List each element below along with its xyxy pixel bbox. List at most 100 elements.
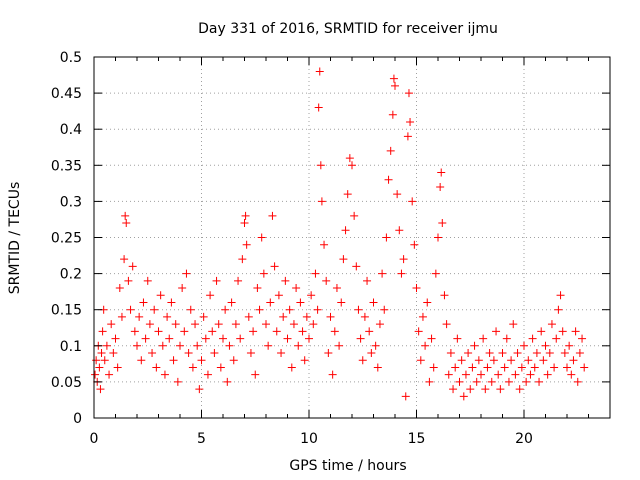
- data-point: [569, 356, 578, 365]
- y-tick-label: 0.45: [51, 86, 82, 102]
- data-point: [305, 334, 313, 343]
- x-tick-label: 0: [90, 431, 99, 447]
- data-point: [285, 305, 294, 314]
- data-point: [389, 74, 398, 83]
- data-point: [135, 312, 144, 321]
- data-point: [98, 327, 107, 336]
- data-point: [316, 161, 325, 170]
- y-tick-label: 0.5: [60, 50, 82, 66]
- data-point: [515, 385, 524, 394]
- data-point: [283, 334, 292, 343]
- data-point: [339, 255, 348, 264]
- data-point: [384, 175, 393, 184]
- data-point: [393, 190, 402, 199]
- data-point: [212, 276, 221, 285]
- data-point: [152, 363, 161, 372]
- data-point: [481, 385, 490, 394]
- data-point: [395, 226, 404, 235]
- data-point: [401, 392, 410, 401]
- data-point: [367, 349, 376, 358]
- data-point: [507, 356, 516, 365]
- data-point: [231, 320, 240, 329]
- data-point: [337, 298, 346, 307]
- data-point: [128, 262, 137, 271]
- y-tick-label: 0.3: [60, 194, 82, 210]
- data-point: [182, 269, 191, 278]
- data-point: [296, 298, 305, 307]
- data-point: [277, 349, 286, 358]
- data-point: [352, 262, 361, 271]
- data-point: [477, 370, 485, 379]
- data-point: [171, 320, 180, 329]
- x-tick-label: 5: [197, 431, 206, 447]
- data-point: [406, 117, 415, 126]
- data-point: [289, 320, 298, 329]
- data-point: [268, 211, 277, 220]
- data-point: [341, 226, 350, 235]
- data-point: [539, 356, 548, 365]
- data-point: [210, 349, 219, 358]
- data-point: [429, 363, 438, 372]
- data-point: [354, 305, 363, 314]
- data-point: [300, 356, 309, 365]
- data-point: [449, 385, 458, 394]
- data-point: [489, 356, 498, 365]
- data-point: [121, 211, 130, 220]
- data-point: [117, 312, 126, 321]
- data-point: [554, 305, 563, 314]
- data-point: [397, 269, 406, 278]
- data-point: [528, 334, 537, 343]
- data-point: [100, 356, 109, 365]
- data-point: [180, 327, 189, 336]
- data-point: [219, 334, 227, 343]
- data-point: [193, 341, 202, 350]
- data-point: [571, 327, 580, 336]
- data-point: [470, 341, 479, 350]
- data-point: [242, 240, 251, 249]
- y-axis-label: SRMTID / TECUs: [7, 182, 23, 295]
- data-point: [328, 370, 337, 379]
- data-point: [479, 334, 488, 343]
- x-tick-label: 10: [300, 431, 318, 447]
- data-point: [130, 327, 139, 336]
- data-point: [203, 370, 212, 379]
- data-point: [191, 320, 200, 329]
- data-point: [122, 219, 131, 228]
- data-point: [156, 291, 165, 300]
- data-point: [434, 233, 442, 242]
- data-point: [436, 182, 445, 191]
- data-point: [532, 349, 541, 358]
- data-point: [188, 363, 197, 372]
- data-point: [314, 103, 323, 112]
- data-point: [102, 341, 111, 350]
- data-point: [214, 320, 223, 329]
- data-point: [244, 312, 253, 321]
- data-point: [109, 349, 118, 358]
- data-point: [270, 262, 279, 271]
- data-point: [255, 305, 264, 314]
- data-point: [360, 312, 369, 321]
- data-point: [105, 370, 114, 379]
- data-point: [124, 276, 133, 285]
- data-point: [197, 356, 206, 365]
- data-point: [167, 298, 176, 307]
- data-point: [249, 327, 258, 336]
- data-point: [111, 334, 120, 343]
- data-point: [133, 341, 141, 350]
- data-point: [412, 284, 421, 293]
- y-tick-label: 0.35: [51, 158, 82, 174]
- data-point: [438, 219, 447, 228]
- data-point: [216, 363, 225, 372]
- data-point: [206, 291, 215, 300]
- data-point: [176, 341, 184, 350]
- data-point: [163, 312, 172, 321]
- data-point: [343, 190, 352, 199]
- data-point: [511, 370, 520, 379]
- data-point: [466, 385, 475, 394]
- data-point: [257, 233, 266, 242]
- data-point: [421, 341, 430, 350]
- data-point: [418, 312, 427, 321]
- data-point: [464, 349, 473, 358]
- data-point: [253, 284, 262, 293]
- y-tick-label: 0.1: [60, 339, 82, 355]
